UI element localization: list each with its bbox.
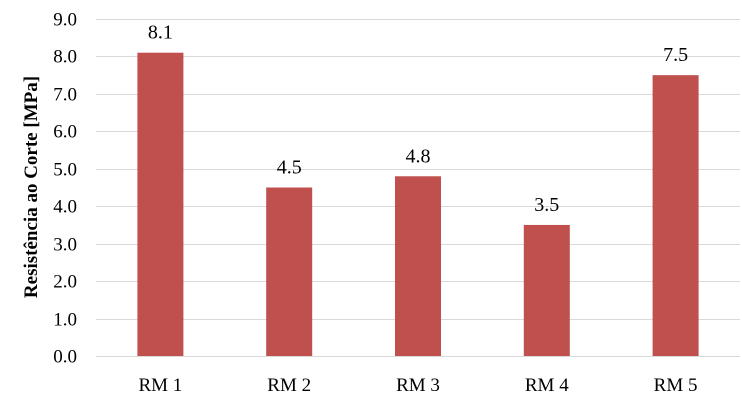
data-labels: 8.1 4.5 4.8 3.5 7.5 (148, 22, 688, 216)
data-label: 4.5 (277, 157, 302, 179)
x-tick-label: RM 2 (267, 375, 311, 396)
data-label: 8.1 (148, 22, 173, 44)
y-tick-label: 0.0 (53, 347, 77, 368)
bar (652, 75, 699, 357)
y-tick-label: 1.0 (53, 310, 77, 331)
y-tick-labels: 0.0 1.0 2.0 3.0 4.0 5.0 6.0 7.0 8.0 9.0 (53, 10, 77, 368)
bars (137, 52, 699, 357)
data-label: 3.5 (534, 194, 559, 216)
x-tick-label: RM 1 (138, 375, 182, 396)
bar (395, 176, 441, 356)
bar (137, 52, 184, 356)
y-tick-label: 2.0 (53, 272, 77, 293)
y-tick-label: 7.0 (53, 85, 77, 106)
data-label: 7.5 (663, 44, 688, 66)
y-tick-label: 3.0 (53, 235, 77, 256)
y-tick-label: 6.0 (53, 122, 77, 143)
y-tick-label: 5.0 (53, 160, 77, 181)
x-tick-label: RM 5 (654, 375, 698, 396)
bar (523, 224, 570, 356)
x-tick-label: RM 4 (525, 375, 569, 396)
x-tick-label: RM 3 (396, 375, 440, 396)
y-axis-title: Resistência ao Corte [MPa] (21, 76, 42, 298)
data-label: 4.8 (406, 145, 431, 167)
y-tick-label: 9.0 (53, 10, 77, 31)
bar (266, 187, 313, 356)
y-tick-label: 4.0 (53, 197, 77, 218)
x-tick-labels: RM 1 RM 2 RM 3 RM 4 RM 5 (138, 375, 697, 396)
y-tick-label: 8.0 (53, 47, 77, 68)
